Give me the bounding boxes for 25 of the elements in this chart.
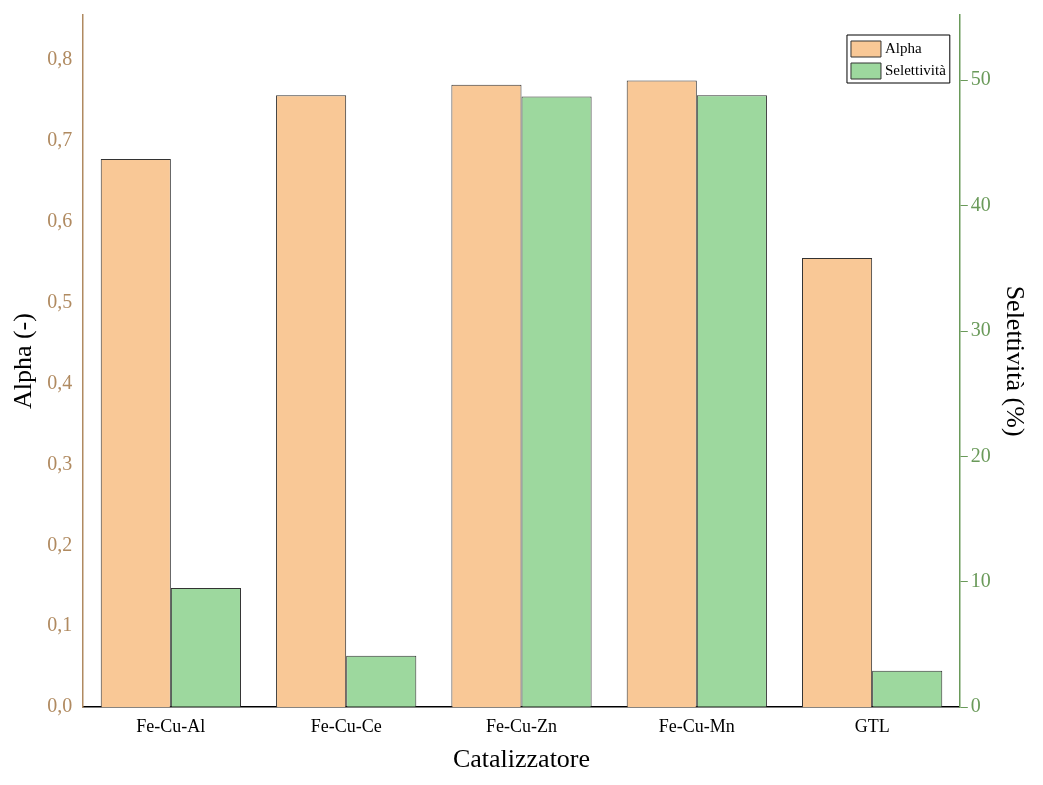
x-tick-label: Fe-Cu-Zn — [486, 715, 557, 736]
x-tick-label: Fe-Cu-Ce — [310, 715, 382, 736]
y-tick-label: 0,6 — [47, 208, 73, 231]
x-tick-label: GTL — [854, 715, 890, 736]
y-tick-label: 0,7 — [47, 127, 73, 150]
y2-tick-label: 20 — [970, 443, 991, 466]
y2-tick-label: 10 — [970, 569, 991, 592]
x-axis-title: Catalizzatore — [452, 744, 591, 774]
y-tick-label: 0,0 — [47, 694, 73, 717]
y2-tick-label: 50 — [970, 67, 991, 90]
y-tick-label: 0,5 — [47, 289, 73, 312]
legend-label: Selettività — [884, 61, 947, 78]
y2-tick-label: 40 — [970, 192, 991, 215]
y-tick-label: 0,1 — [47, 613, 73, 636]
y2-tick-label: 0 — [970, 694, 981, 717]
y-tick-label: 0,2 — [47, 532, 73, 555]
y-tick-label: 0,8 — [47, 46, 73, 69]
y2-axis-title: Selettività (%) — [1000, 285, 1030, 437]
legend-label: Alpha — [884, 39, 922, 56]
x-tick-label: Fe-Cu-Al — [136, 715, 206, 736]
y2-tick-label: 30 — [970, 318, 991, 341]
x-tick-label: Fe-Cu-Mn — [658, 715, 735, 736]
y-axis-title: Alpha (-) — [8, 313, 38, 410]
y-tick-label: 0,3 — [47, 451, 73, 474]
y-tick-label: 0,4 — [47, 370, 73, 393]
